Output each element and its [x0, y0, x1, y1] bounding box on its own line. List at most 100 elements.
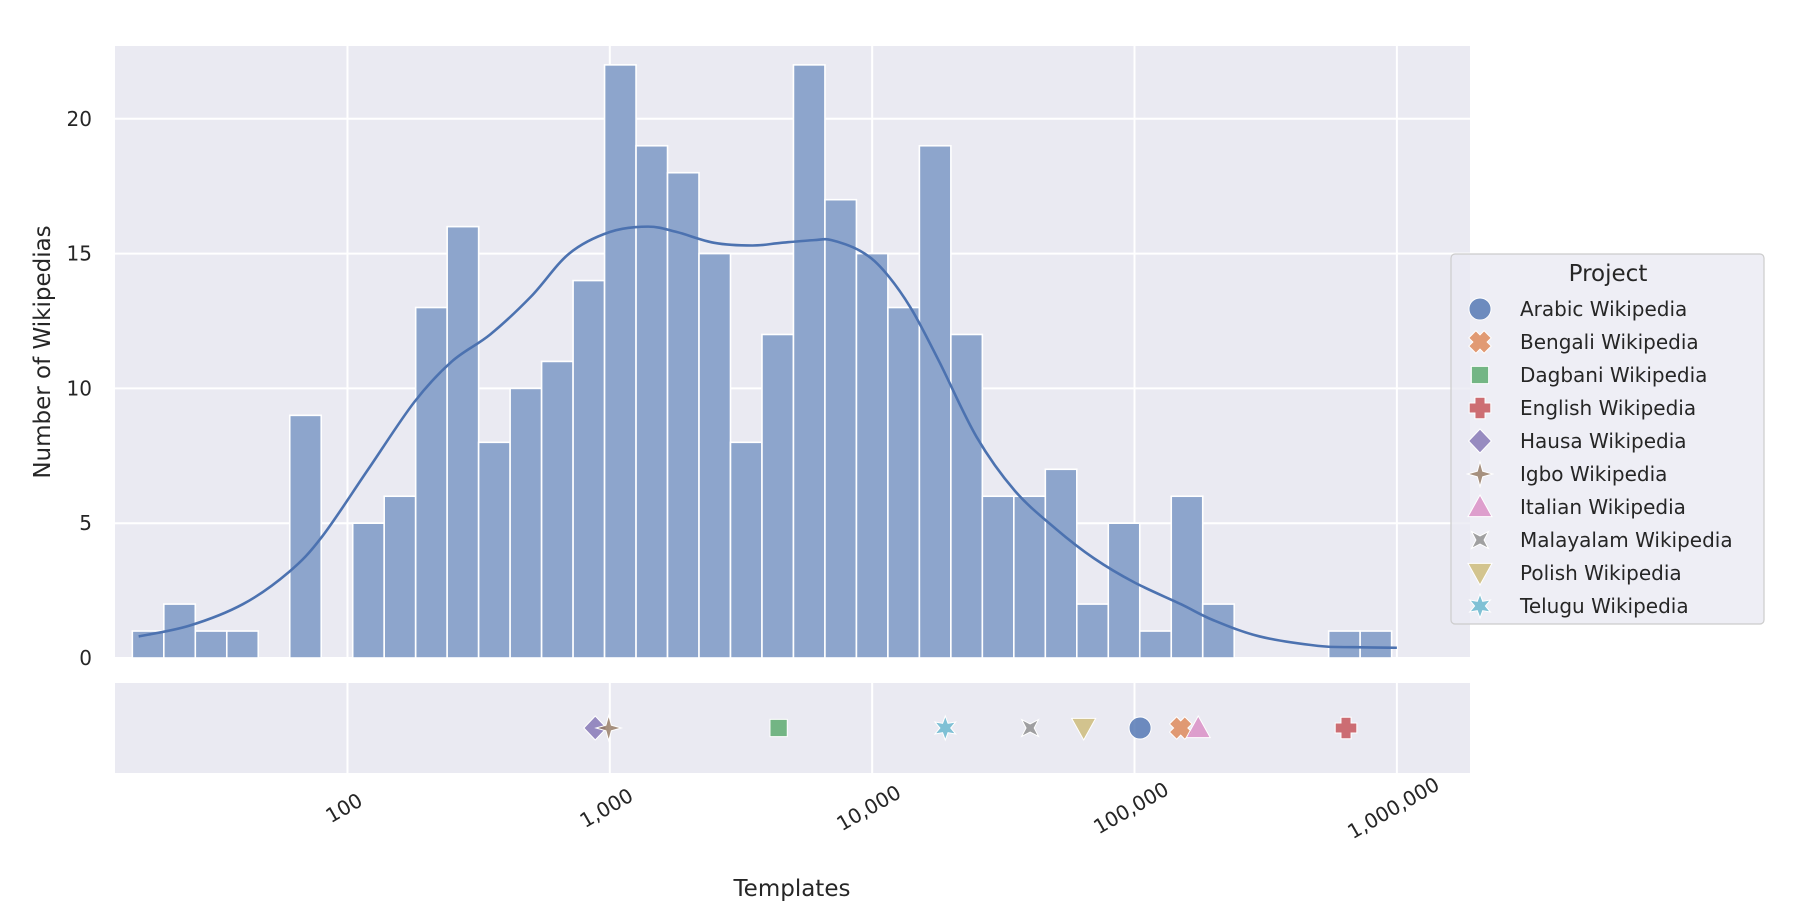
legend-marker [1468, 396, 1492, 420]
histogram-bar [918, 144, 952, 659]
histogram-bar [351, 522, 385, 659]
x-tick-labels: 100 1,000 10,000 100,000 1,000,000 [321, 772, 1443, 844]
histogram-bar [540, 360, 574, 659]
legend-entry-label: Dagbani Wikipedia [1520, 363, 1707, 387]
legend-marker [1465, 459, 1495, 489]
marker-square [1470, 365, 1490, 385]
rug-plot-background [115, 683, 1470, 773]
rug-marker [1128, 716, 1152, 740]
legend: Project Arabic Wikipedia Bengali Wikipedi… [1450, 253, 1765, 625]
histogram-bar [855, 252, 889, 659]
marker-triangle-down [1467, 562, 1493, 587]
legend-entry-label: Malayalam Wikipedia [1520, 528, 1733, 552]
marker-x [1168, 716, 1193, 740]
histogram-bar [446, 225, 480, 659]
legend-frame [1450, 253, 1765, 625]
marker-star4-x [1020, 718, 1040, 738]
legend-entry-label: Italian Wikipedia [1520, 495, 1686, 519]
histogram-bar [414, 306, 448, 659]
legend-entry-label: English Wikipedia [1520, 396, 1696, 420]
histogram-bar [729, 441, 763, 659]
histogram-bar [1075, 603, 1110, 659]
legend-marker [1468, 297, 1492, 321]
histogram-bar [1044, 468, 1078, 659]
histogram-bar [1013, 495, 1047, 659]
marker-circle [1128, 716, 1152, 740]
kde-curve [138, 225, 1397, 650]
x-tick-label: 100,000 [1089, 777, 1173, 839]
histogram-bar [887, 306, 921, 659]
marker-star4-x [1470, 530, 1490, 550]
y-axis-label: Number of Wikipedias [30, 225, 56, 478]
legend-marker [1468, 330, 1492, 354]
rug-markers [583, 713, 1358, 743]
marker-plus [1468, 396, 1492, 420]
legend-entry-label: Arabic Wikipedia [1520, 297, 1687, 321]
rug-marker [933, 714, 957, 742]
y-tick-label: 5 [79, 511, 92, 535]
marker-plus [1334, 716, 1358, 740]
histogram-bar [572, 279, 606, 659]
legend-entry-label: Telugu Wikipedia [1519, 594, 1689, 618]
histogram-bar [666, 171, 700, 659]
histogram-bar [635, 144, 669, 659]
legend-entries: Arabic Wikipedia Bengali Wikipedia Dagbani… [1465, 297, 1733, 620]
histogram-bar [225, 630, 260, 659]
histogram-bar [383, 495, 417, 659]
histogram-bar [792, 64, 826, 659]
x-axis-label: Templates [733, 876, 851, 902]
marker-star6 [933, 714, 957, 742]
histogram-bar [1327, 630, 1361, 659]
x-tick-label: 10,000 [832, 780, 905, 836]
histogram-bar [950, 333, 984, 659]
rug-marker [1070, 717, 1097, 742]
rug-marker [1020, 718, 1040, 738]
histogram-bar [194, 630, 228, 659]
histogram-bar [509, 387, 543, 659]
rug-marker [769, 718, 788, 738]
histogram-bar [603, 64, 637, 659]
marker-triangle-up [1185, 714, 1212, 739]
y-tick-label: 20 [67, 107, 92, 131]
y-tick-labels: 0 5 10 15 20 [67, 107, 92, 670]
legend-marker [1470, 530, 1490, 550]
legend-marker [1468, 592, 1492, 620]
legend-marker [1467, 493, 1493, 518]
marker-star4 [594, 713, 624, 743]
marker-star4 [1465, 459, 1495, 489]
histogram-bar [761, 333, 795, 659]
histogram-bar [1359, 630, 1393, 659]
legend-marker [1467, 428, 1493, 454]
legend-entry-label: Bengali Wikipedia [1520, 330, 1699, 354]
marker-circle [1468, 297, 1492, 321]
legend-marker [1467, 562, 1493, 587]
y-tick-label: 15 [67, 242, 92, 266]
x-tick-label: 1,000 [576, 783, 638, 832]
rug-marker [1185, 714, 1212, 739]
marker-star6 [1468, 592, 1492, 620]
histogram-bar [981, 495, 1015, 659]
marker-x [1468, 330, 1492, 354]
histogram-bar [288, 414, 323, 659]
histogram-bar [477, 441, 511, 659]
rug-marker [1334, 716, 1358, 740]
histogram-bar [1107, 522, 1141, 659]
legend-marker [1470, 365, 1490, 385]
y-tick-label: 10 [67, 376, 92, 400]
y-tick-label: 0 [79, 646, 92, 670]
legend-entry-label: Hausa Wikipedia [1520, 429, 1687, 453]
x-tick-label: 1,000,000 [1343, 772, 1443, 844]
legend-title: Project [1569, 261, 1648, 287]
histogram-bar [824, 198, 858, 659]
histogram-bar [1170, 495, 1204, 659]
legend-entry-label: Polish Wikipedia [1520, 561, 1682, 585]
histogram-bar [1138, 630, 1173, 659]
marker-diamond [1467, 428, 1493, 454]
marker-triangle-down [1070, 717, 1097, 742]
marker-triangle-up [1467, 493, 1493, 518]
rug-marker [1168, 716, 1193, 740]
rug-marker [594, 713, 624, 743]
histogram-bar [698, 252, 732, 659]
legend-entry-label: Igbo Wikipedia [1520, 462, 1667, 486]
